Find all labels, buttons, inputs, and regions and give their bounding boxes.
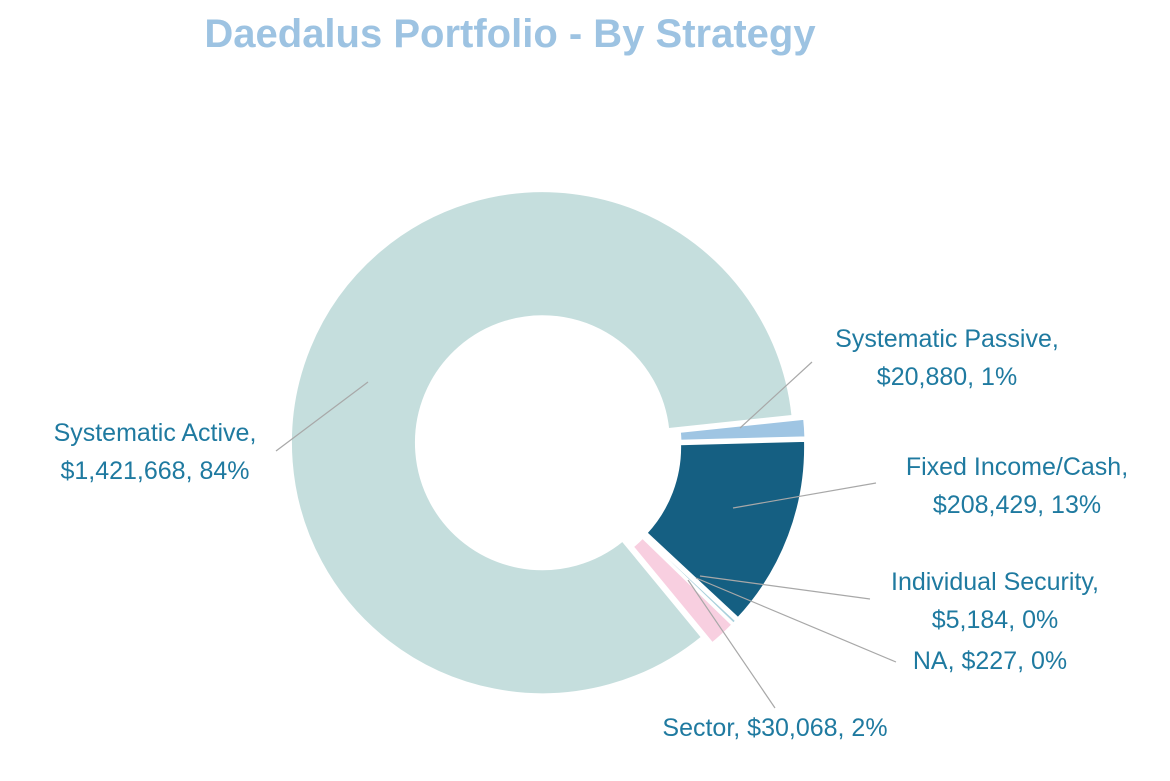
data-label: Individual Security, $5,184, 0% (891, 568, 1099, 634)
leader-line (695, 577, 897, 663)
data-label: NA, $227, 0% (912, 647, 1068, 675)
leader-line (739, 361, 813, 429)
data-label: Fixed Income/Cash, $208,429, 13% (905, 453, 1129, 519)
leader-line (699, 575, 871, 600)
leader-line (687, 579, 776, 709)
data-label: Systematic Passive, $20,880, 1% (835, 325, 1059, 391)
donut-slice (630, 534, 736, 647)
leader-line (732, 482, 877, 509)
donut-slice (288, 189, 795, 697)
donut-slice (677, 416, 808, 443)
leader-line (275, 381, 369, 452)
data-label: Systematic Active, $1,421,668, 84% (53, 419, 257, 485)
data-label: Sector, $30,068, 2% (662, 714, 888, 742)
chart-title: Daedalus Portfolio - By Strategy (204, 12, 816, 56)
